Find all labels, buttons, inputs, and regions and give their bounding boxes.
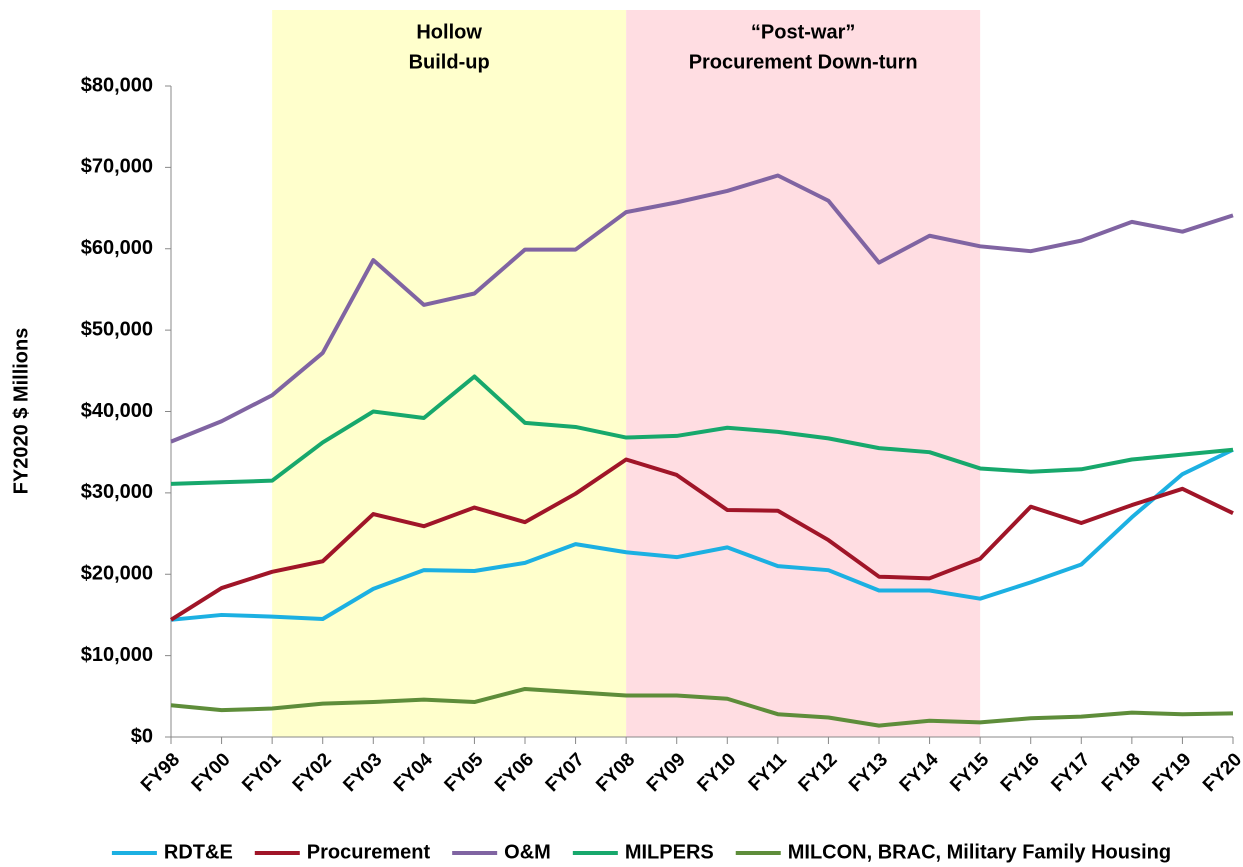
x-tick-label: FY06 [491, 749, 538, 796]
x-tick-label: FY05 [441, 749, 488, 796]
y-tick-label: $20,000 [81, 563, 153, 585]
x-tick-label: FY12 [795, 749, 842, 796]
x-tick-label: FY98 [137, 749, 184, 796]
data-line [170, 173, 1234, 444]
shaded-period [272, 10, 627, 737]
x-tick-label: FY10 [693, 749, 740, 796]
x-tick-label: FY18 [1098, 749, 1145, 796]
y-tick-label: $70,000 [81, 156, 153, 178]
x-tick-label: FY19 [1149, 749, 1196, 796]
legend-label: MILPERS [625, 841, 714, 863]
x-tick-label: FY02 [289, 749, 336, 796]
shaded-period [626, 10, 981, 737]
x-tick-label: FY09 [643, 749, 690, 796]
x-tick-label: FY04 [390, 749, 437, 796]
y-tick-label: $10,000 [81, 644, 153, 666]
y-tick-label: $80,000 [81, 74, 153, 96]
legend-label: RDT&E [164, 841, 233, 863]
x-tick-label: FY14 [896, 749, 943, 796]
x-tick-label: FY00 [188, 749, 235, 796]
x-tick-label: FY13 [845, 749, 892, 796]
y-axis-label: FY2020 $ Millions [10, 328, 32, 495]
x-tick-label: FY03 [339, 749, 386, 796]
y-tick-label: $50,000 [81, 318, 153, 340]
legend: RDT&E Procurement O&M MILPERS MILCON, BRAC, … [111, 841, 1171, 863]
x-tick-label: FY20 [1199, 749, 1243, 796]
x-tick-label: FY11 [745, 749, 792, 796]
data-line [170, 686, 1234, 728]
period-label: Procurement Down-turn [689, 51, 918, 73]
data-line [170, 374, 1234, 486]
x-tick-label: FY07 [542, 749, 589, 796]
legend-label: Procurement [307, 841, 431, 863]
period-label: Build-up [409, 51, 490, 73]
x-tick-label: FY17 [1047, 749, 1094, 796]
x-tick-label: FY08 [592, 749, 639, 796]
y-tick-label: $0 [131, 725, 153, 747]
data-line [170, 447, 1234, 622]
legend-label: MILCON, BRAC, Military Family Housing [788, 841, 1171, 863]
period-label: Hollow [416, 21, 482, 43]
x-tick-label: FY01 [238, 749, 285, 796]
x-tick-label: FY15 [946, 749, 993, 796]
y-tick-label: $60,000 [81, 237, 153, 259]
legend-label: O&M [504, 841, 551, 863]
y-tick-label: $30,000 [81, 481, 153, 503]
period-label: “Post-war” [751, 21, 855, 43]
y-tick-label: $40,000 [81, 400, 153, 422]
x-tick-label: FY16 [997, 749, 1044, 796]
data-line [169, 457, 1234, 622]
